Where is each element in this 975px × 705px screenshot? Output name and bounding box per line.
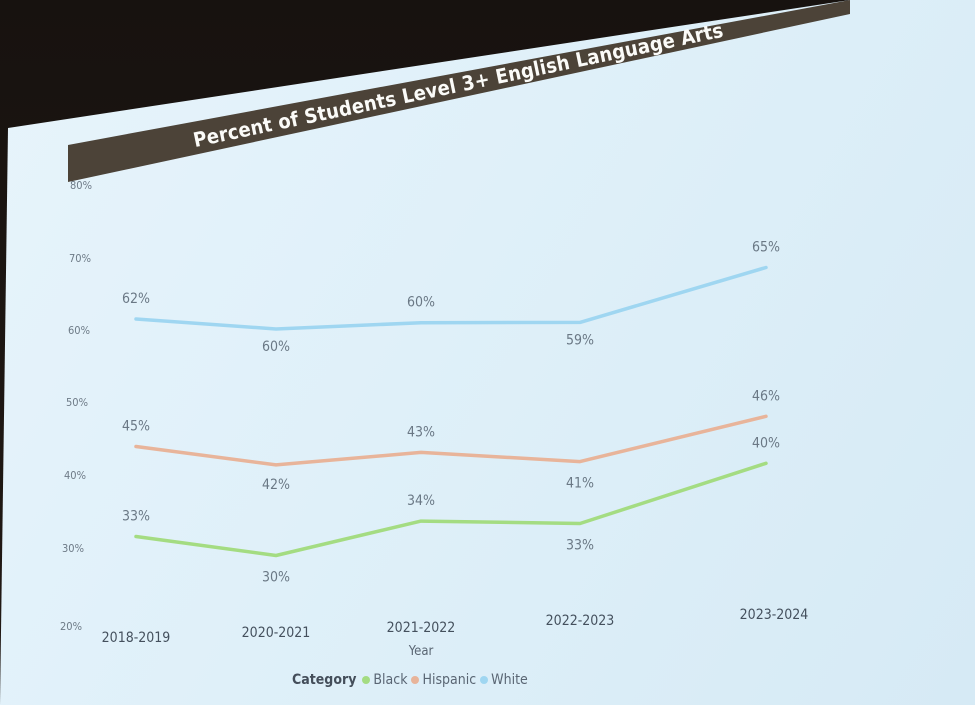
x-axis-ticks: 2018-2019 2020-2021 2021-2022 2022-2023 2023… [102,607,809,646]
data-label-white: 59% [566,332,594,348]
x-axis-title: Year [408,644,434,659]
y-tick-label: 40% [64,469,86,482]
legend-title: Category [292,672,357,688]
legend-items: Black Hispanic White [362,672,531,688]
data-label-hispanic: 42% [262,477,290,493]
x-tick-label: 2022-2023 [546,613,615,629]
legend-swatch [411,676,420,684]
x-tick-label: 2020-2021 [242,625,311,641]
legend-swatch [480,676,489,684]
x-tick-label: 2018-2019 [102,630,171,646]
x-tick-label: 2023-2024 [740,607,809,623]
y-tick-label: 30% [62,542,84,555]
y-tick-label: 20% [60,620,82,633]
legend-label: Black [373,672,408,688]
legend-label: White [491,672,528,688]
legend-swatch [362,676,371,684]
legend-item-hispanic: Hispanic [411,672,476,688]
data-labels: 33% 30% 34% 33% 40% 45% 42% 43% 41% 46% 62% 60% 60% 5… [122,240,780,586]
series-line-black [134,461,768,558]
data-label-black: 34% [407,493,435,509]
series-line-white [134,265,768,331]
legend-item-black: Black [362,672,407,688]
x-tick-label: 2021-2022 [387,620,456,636]
data-label-hispanic: 43% [407,424,435,440]
data-label-black: 33% [566,538,594,554]
data-label-white: 60% [407,295,435,311]
y-tick-label: 80% [70,179,92,192]
data-label-white: 65% [752,240,780,256]
data-label-white: 62% [122,291,150,307]
y-axis-ticks: 20% 30% 40% 50% 60% 70% 80% [60,179,92,633]
y-tick-label: 70% [69,252,91,265]
data-label-white: 60% [262,339,290,355]
data-label-hispanic: 41% [566,476,594,492]
data-label-hispanic: 46% [752,388,780,404]
series-line-hispanic [134,414,768,467]
y-tick-label: 50% [66,396,88,409]
legend-item-white: White [480,672,528,688]
series-lines [134,265,768,558]
data-label-hispanic: 45% [122,419,150,435]
legend-label: Hispanic [422,672,477,688]
y-tick-label: 60% [68,324,90,337]
data-label-black: 30% [262,570,290,586]
legend: Category Black Hispanic White [292,672,532,688]
data-label-black: 40% [752,435,780,451]
data-label-black: 33% [122,509,150,525]
